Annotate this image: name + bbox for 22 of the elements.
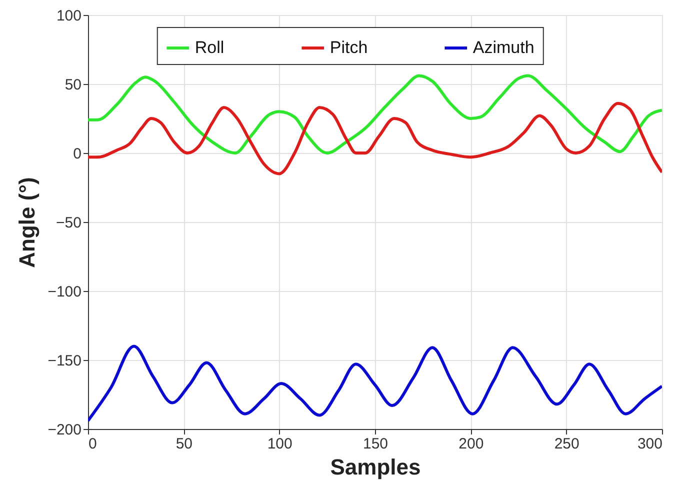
y-tick-label: 50 bbox=[64, 76, 82, 94]
x-tick-label: 200 bbox=[458, 436, 484, 452]
line-series bbox=[88, 74, 662, 154]
y-tick-label: −50 bbox=[56, 214, 82, 232]
y-tick-label: 0 bbox=[73, 146, 82, 162]
x-tick-label: 300 bbox=[637, 436, 662, 452]
x-axis-title: Samples bbox=[330, 454, 421, 480]
legend-label: Pitch bbox=[330, 38, 368, 57]
line-series bbox=[88, 344, 662, 422]
y-tick-label: −150 bbox=[48, 352, 82, 370]
legend-label: Azimuth bbox=[472, 38, 534, 57]
y-tick-label: −200 bbox=[48, 422, 82, 438]
x-tick-label: 150 bbox=[362, 436, 388, 452]
x-tick-label: 100 bbox=[267, 436, 292, 452]
legend-label: Roll bbox=[194, 38, 224, 57]
line-series bbox=[88, 102, 662, 176]
x-tick-label: 0 bbox=[88, 436, 97, 452]
y-tick-label: 100 bbox=[56, 8, 82, 24]
x-tick-label: 250 bbox=[554, 436, 580, 452]
y-axis-title: Angle (°) bbox=[14, 177, 40, 268]
x-tick-label: 50 bbox=[176, 436, 193, 452]
y-tick-label: −100 bbox=[48, 284, 82, 300]
